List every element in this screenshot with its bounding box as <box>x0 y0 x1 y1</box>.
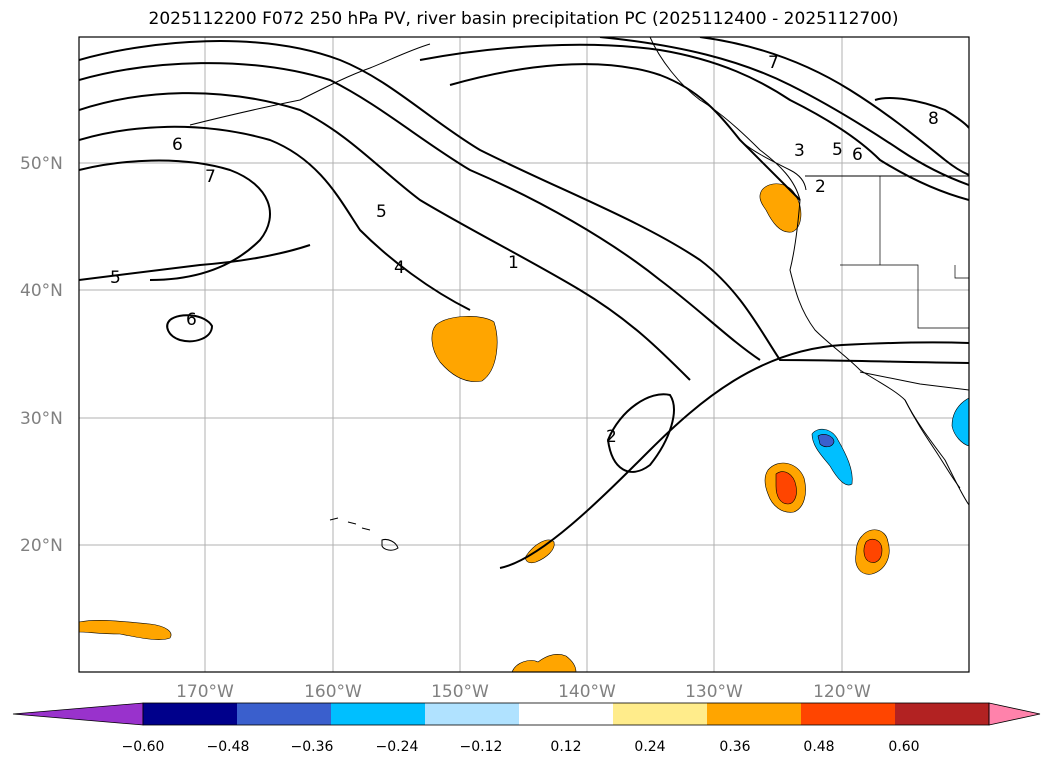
map-plot-area <box>79 37 969 672</box>
lat-label: 40°N <box>20 281 63 301</box>
colorbar-tick-label: −0.60 <box>122 739 165 755</box>
latitude-labels: 50°N 40°N 30°N 20°N <box>20 154 63 556</box>
contour-label: 2 <box>606 427 617 447</box>
contour-label: 8 <box>928 109 939 129</box>
precip-area-south <box>525 539 555 564</box>
lon-label: 160°W <box>304 682 362 702</box>
colorbar-segment <box>237 703 332 725</box>
map-title: 2025112200 F072 250 hPa PV, river basin … <box>148 9 899 29</box>
colorbar-extend-high <box>988 702 1041 726</box>
colorbar-segment <box>613 703 708 725</box>
lat-label: 30°N <box>20 409 63 429</box>
lon-label: 120°W <box>813 682 871 702</box>
us-mexico-border <box>859 371 969 391</box>
colorbar-tick-label: 0.24 <box>634 739 665 755</box>
colorbar-segment <box>895 703 990 725</box>
lat-label: 50°N <box>20 154 63 174</box>
colorbar-segment <box>707 703 802 725</box>
colorbar-extend-low <box>12 702 144 726</box>
contour-label: 5 <box>110 268 121 288</box>
contour-label: 2 <box>815 177 826 197</box>
lat-label: 20°N <box>20 536 63 556</box>
colorbar-tick-label: 0.48 <box>803 739 834 755</box>
lon-label: 150°W <box>431 682 489 702</box>
contour-label: 6 <box>172 135 183 155</box>
precip-area-baja-west-core <box>775 471 797 505</box>
lon-label: 140°W <box>558 682 616 702</box>
lon-label: 170°W <box>176 682 234 702</box>
negative-area-baja-core <box>817 434 835 448</box>
contour-label: 6 <box>852 145 863 165</box>
contour-label: 7 <box>205 167 216 187</box>
colorbar-tick-label: 0.60 <box>888 739 919 755</box>
colorbar <box>12 702 1041 726</box>
colorbar-tick-labels: −0.60 −0.48 −0.36 −0.24 −0.12 0.12 0.24 … <box>122 739 920 755</box>
precip-area-central-pacific <box>431 316 498 382</box>
contour-label: 5 <box>832 140 843 160</box>
hawaii-islands <box>329 517 399 551</box>
precipitation-shading <box>79 183 969 672</box>
contour-label: 4 <box>394 258 405 278</box>
aleutian-chain <box>189 43 431 126</box>
colorbar-tick-label: −0.24 <box>376 739 419 755</box>
north-america-west-coast <box>649 37 969 506</box>
contour-label: 1 <box>508 253 519 273</box>
colorbar-outline <box>142 702 990 726</box>
colorbar-segment <box>519 703 614 725</box>
precip-area-mexico-offshore-core <box>863 538 883 563</box>
baja-peninsula <box>904 399 961 489</box>
graticule <box>79 37 969 672</box>
contour-label: 3 <box>794 141 805 161</box>
vancouver-coast <box>739 139 807 191</box>
colorbar-tick-label: −0.36 <box>291 739 334 755</box>
colorbar-tick-label: −0.48 <box>207 739 250 755</box>
negative-area-mexico <box>951 397 969 447</box>
coastlines <box>189 37 969 551</box>
contour-labels: 6 7 5 4 1 5 6 2 7 3 5 6 2 8 <box>110 53 939 447</box>
pv-contours <box>79 37 969 569</box>
map-frame <box>78 36 970 673</box>
colorbar-segment <box>425 703 520 725</box>
colorbar-tick-label: −0.12 <box>460 739 503 755</box>
state-borders <box>840 176 969 329</box>
colorbar-segment <box>801 703 896 725</box>
colorbar-segment <box>331 703 426 725</box>
contour-label: 6 <box>186 310 197 330</box>
precip-area-bottom <box>511 654 577 672</box>
colorbar-segment <box>143 703 238 725</box>
colorbar-tick-label: 0.36 <box>719 739 750 755</box>
longitude-labels: 170°W 160°W 150°W 140°W 130°W 120°W <box>176 682 871 702</box>
precip-area-left-edge <box>79 619 172 640</box>
colorbar-tick-label: 0.12 <box>550 739 581 755</box>
contour-label: 7 <box>768 53 779 73</box>
contour-label: 5 <box>376 202 387 222</box>
lon-label: 130°W <box>685 682 743 702</box>
